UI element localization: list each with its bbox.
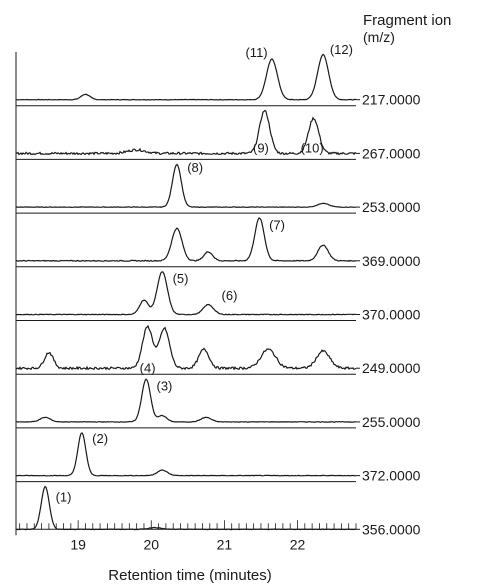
peak-label: (3) [156,378,172,393]
trace-line-217.0000 [16,53,357,101]
peak-label: (10) [301,141,324,156]
traces-group: 217.0000 (11) (12) 267.0000 (9) (10) 253.0000 (… [15,42,421,537]
x-tick-label: 21 [217,536,233,552]
peak-label: (6) [222,288,238,303]
peak-label: (5) [173,271,189,286]
x-axis: 19 20 21 22 [16,520,357,552]
trace-label: 217.0000 [362,92,421,108]
header-line2: (m/z) [363,29,395,45]
trace-label: 255.0000 [362,414,421,430]
trace-line-249.0000 [15,324,357,371]
x-axis-label: Retention time (minutes) [108,567,271,584]
trace-label: 253.0000 [362,199,421,215]
trace-line-369.0000 [15,217,357,262]
trace-label: 370.0000 [362,307,421,323]
trace-label: 372.0000 [362,468,421,484]
header-line1: Fragment ion [363,12,451,29]
x-tick-label: 20 [143,536,159,552]
peak-label: (2) [92,431,108,446]
peak-label: (4) [140,361,156,376]
trace-label: 369.0000 [362,253,421,269]
trace-label: 356.0000 [362,521,421,537]
peak-label: (11) [245,45,267,60]
peak-label: (7) [269,217,285,232]
peak-label: (12) [330,42,353,57]
trace-line-267.0000 [15,109,357,156]
peak-label: (8) [187,160,203,175]
trace-line-255.0000 [16,378,357,423]
trace-label: 267.0000 [362,145,421,161]
x-tick-label: 19 [70,536,86,552]
trace-line-253.0000 [15,163,357,209]
trace-line-372.0000 [15,432,356,477]
peak-label: (1) [56,489,72,504]
x-tick-label: 22 [290,536,306,552]
trace-line-370.0000 [15,271,356,316]
peak-label: (9) [253,141,269,156]
trace-label: 249.0000 [362,360,421,376]
